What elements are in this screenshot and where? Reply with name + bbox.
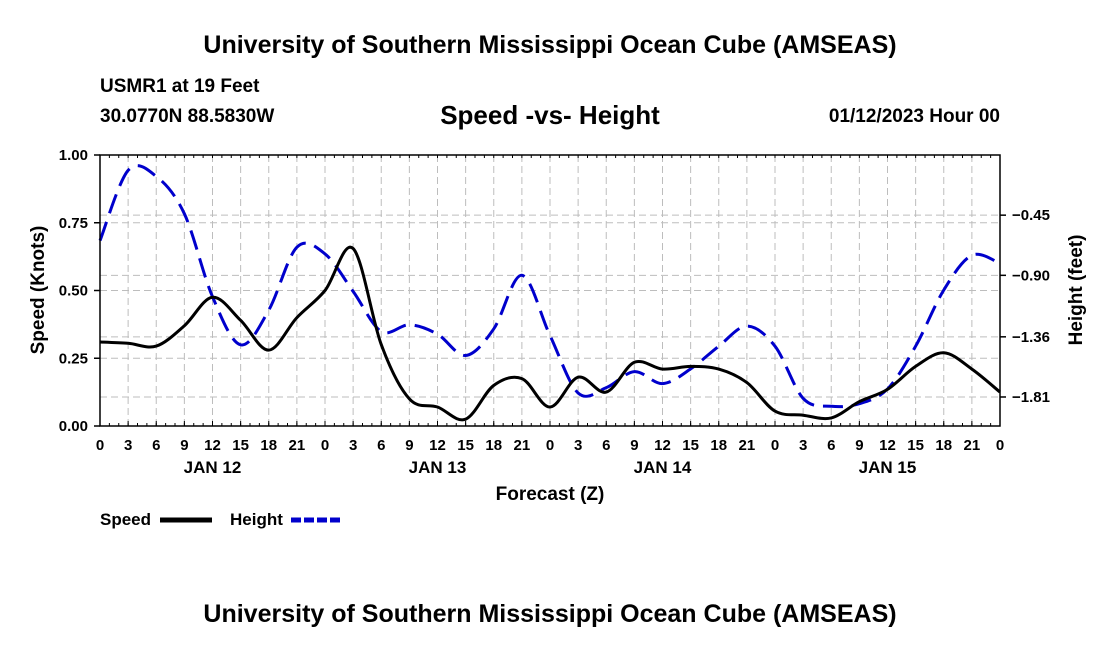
x-tick-label: 15 (457, 437, 474, 454)
series-line-speed (99, 245, 1001, 422)
series-layer (98, 164, 1001, 422)
day-label: JAN 14 (634, 458, 692, 477)
y-tick-label: 0.25 (59, 350, 88, 367)
legend-height-label: Height (230, 510, 283, 529)
x-tick-label: 9 (630, 437, 638, 454)
chart-main-title: University of Southern Mississippi Ocean… (203, 31, 897, 59)
x-tick-label: 3 (124, 437, 132, 454)
y2-tick-label: −1.36 (1012, 329, 1050, 346)
x-axis-label: Forecast (Z) (496, 484, 605, 505)
x-tick-label: 15 (682, 437, 699, 454)
y-tick-label: 0.50 (59, 283, 88, 300)
y-tick-label: 0.75 (59, 215, 88, 232)
x-tick-label: 0 (321, 437, 329, 454)
x-tick-label: 21 (289, 437, 306, 454)
x-tick-label: 21 (739, 437, 756, 454)
station-label: USMR1 at 19 Feet (100, 76, 260, 97)
day-label: JAN 12 (184, 458, 242, 477)
x-tick-label: 6 (377, 437, 385, 454)
x-tick-label: 12 (879, 437, 896, 454)
axes: 0 3 6 9 12 15 18 21 0 3 6 9 12 15 18 21 0 3 6 9 12 15 18 21 0 3 6 9… (59, 147, 1050, 477)
x-tick-label: 3 (349, 437, 357, 454)
x-tick-label: 3 (799, 437, 807, 454)
grid-lines (100, 155, 1000, 426)
x-tick-label: 15 (907, 437, 924, 454)
x-tick-label: 6 (827, 437, 835, 454)
x-tick-label: 12 (654, 437, 671, 454)
y2-axis-label: Height (feet) (1066, 235, 1087, 346)
x-tick-label: 18 (710, 437, 727, 454)
x-tick-label: 6 (602, 437, 610, 454)
x-tick-label: 18 (485, 437, 502, 454)
x-tick-label: 0 (771, 437, 779, 454)
legend: Speed Height (100, 510, 342, 529)
x-tick-label: 21 (964, 437, 981, 454)
day-label: JAN 15 (859, 458, 917, 477)
footer-title: University of Southern Mississippi Ocean… (203, 600, 897, 628)
y2-tick-label: −0.90 (1012, 267, 1050, 284)
chart-subtitle: Speed -vs- Height (440, 100, 660, 130)
x-tick-label: 9 (405, 437, 413, 454)
x-tick-label: 9 (855, 437, 863, 454)
x-tick-label: 0 (546, 437, 554, 454)
y2-tick-label: −1.81 (1012, 389, 1050, 406)
x-tick-label: 6 (152, 437, 160, 454)
y-axis-label: Speed (Knots) (28, 226, 49, 355)
series-line-height (98, 164, 1001, 409)
x-tick-label: 0 (996, 437, 1004, 454)
day-label: JAN 13 (409, 458, 467, 477)
location-label: 30.0770N 88.5830W (100, 106, 275, 127)
x-tick-label: 3 (574, 437, 582, 454)
legend-speed-label: Speed (100, 510, 151, 529)
x-tick-label: 21 (514, 437, 531, 454)
x-tick-label: 15 (232, 437, 249, 454)
y2-tick-label: −0.45 (1012, 207, 1050, 224)
y-tick-label: 0.00 (59, 418, 88, 435)
x-tick-label: 12 (429, 437, 446, 454)
x-tick-label: 18 (260, 437, 277, 454)
x-tick-label: 0 (96, 437, 104, 454)
datetime-label: 01/12/2023 Hour 00 (828, 106, 1000, 127)
x-tick-label: 9 (180, 437, 188, 454)
x-tick-label: 12 (204, 437, 221, 454)
x-tick-label: 18 (935, 437, 952, 454)
y-tick-label: 1.00 (59, 147, 88, 164)
